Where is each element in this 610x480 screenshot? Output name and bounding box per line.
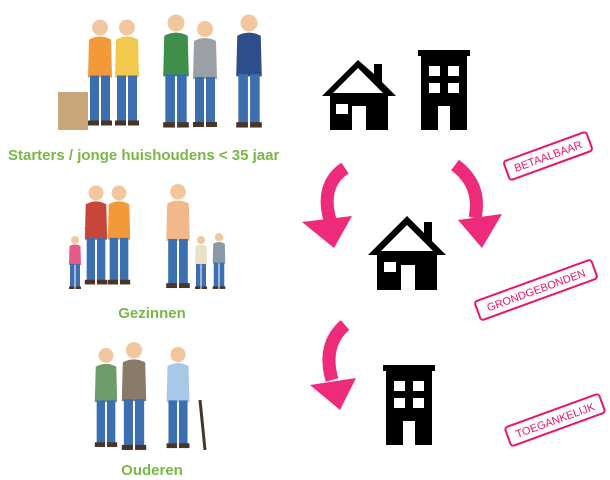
starters-illustration (58, 14, 262, 130)
house-icon (368, 216, 446, 290)
apartment-icon (418, 50, 470, 130)
elderly-illustration (94, 342, 207, 451)
group-label: Starters / jonge huishoudens < 35 jaar (8, 147, 279, 164)
stamp: GRONDGEBONDEN (474, 259, 598, 321)
stamp: BETAALBAAR (503, 131, 593, 181)
stamp-text: GRONDGEBONDEN (485, 268, 587, 315)
stamp: TOEGANKELIJK (504, 393, 606, 447)
arrow (310, 320, 356, 410)
arrow (302, 162, 352, 248)
apartment-icon (383, 365, 435, 445)
house-icon (322, 60, 396, 130)
group-label: Gezinnen (118, 305, 186, 322)
group-label: Ouderen (121, 462, 183, 479)
families-illustration (69, 183, 226, 289)
arrow (450, 159, 502, 248)
